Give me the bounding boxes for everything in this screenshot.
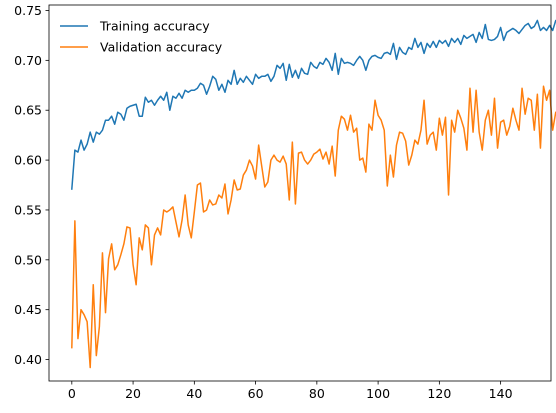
legend-label-0: Training accuracy <box>99 19 210 34</box>
y-tick-label: 0.55 <box>14 202 42 217</box>
x-tick-label: 80 <box>309 386 325 401</box>
plot-lines <box>71 19 556 369</box>
x-tick-label: 100 <box>366 386 390 401</box>
x-axis-ticks: 0 20 40 60 80 100 120 140 <box>68 381 513 401</box>
y-tick-label: 0.40 <box>14 352 42 367</box>
y-tick-label: 0.65 <box>14 103 42 118</box>
x-tick-label: 20 <box>125 386 141 401</box>
x-tick-label: 0 <box>68 386 76 401</box>
x-tick-label: 140 <box>489 386 513 401</box>
series-line-0 <box>71 19 556 190</box>
y-tick-label: 0.60 <box>14 153 42 168</box>
x-tick-label: 40 <box>186 386 202 401</box>
plot-frame <box>48 4 552 382</box>
legend: Training accuracy Validation accuracy <box>60 19 223 55</box>
y-tick-label: 0.70 <box>14 53 42 68</box>
legend-label-1: Validation accuracy <box>100 40 223 55</box>
y-tick-label: 0.75 <box>14 3 42 18</box>
series-line-1 <box>71 85 556 369</box>
y-tick-label: 0.50 <box>14 252 42 267</box>
y-axis-ticks: 0.40 0.45 0.50 0.55 0.60 0.65 0.70 0.75 <box>14 3 49 367</box>
x-tick-label: 60 <box>248 386 264 401</box>
x-tick-label: 120 <box>427 386 451 401</box>
y-tick-label: 0.45 <box>14 302 42 317</box>
